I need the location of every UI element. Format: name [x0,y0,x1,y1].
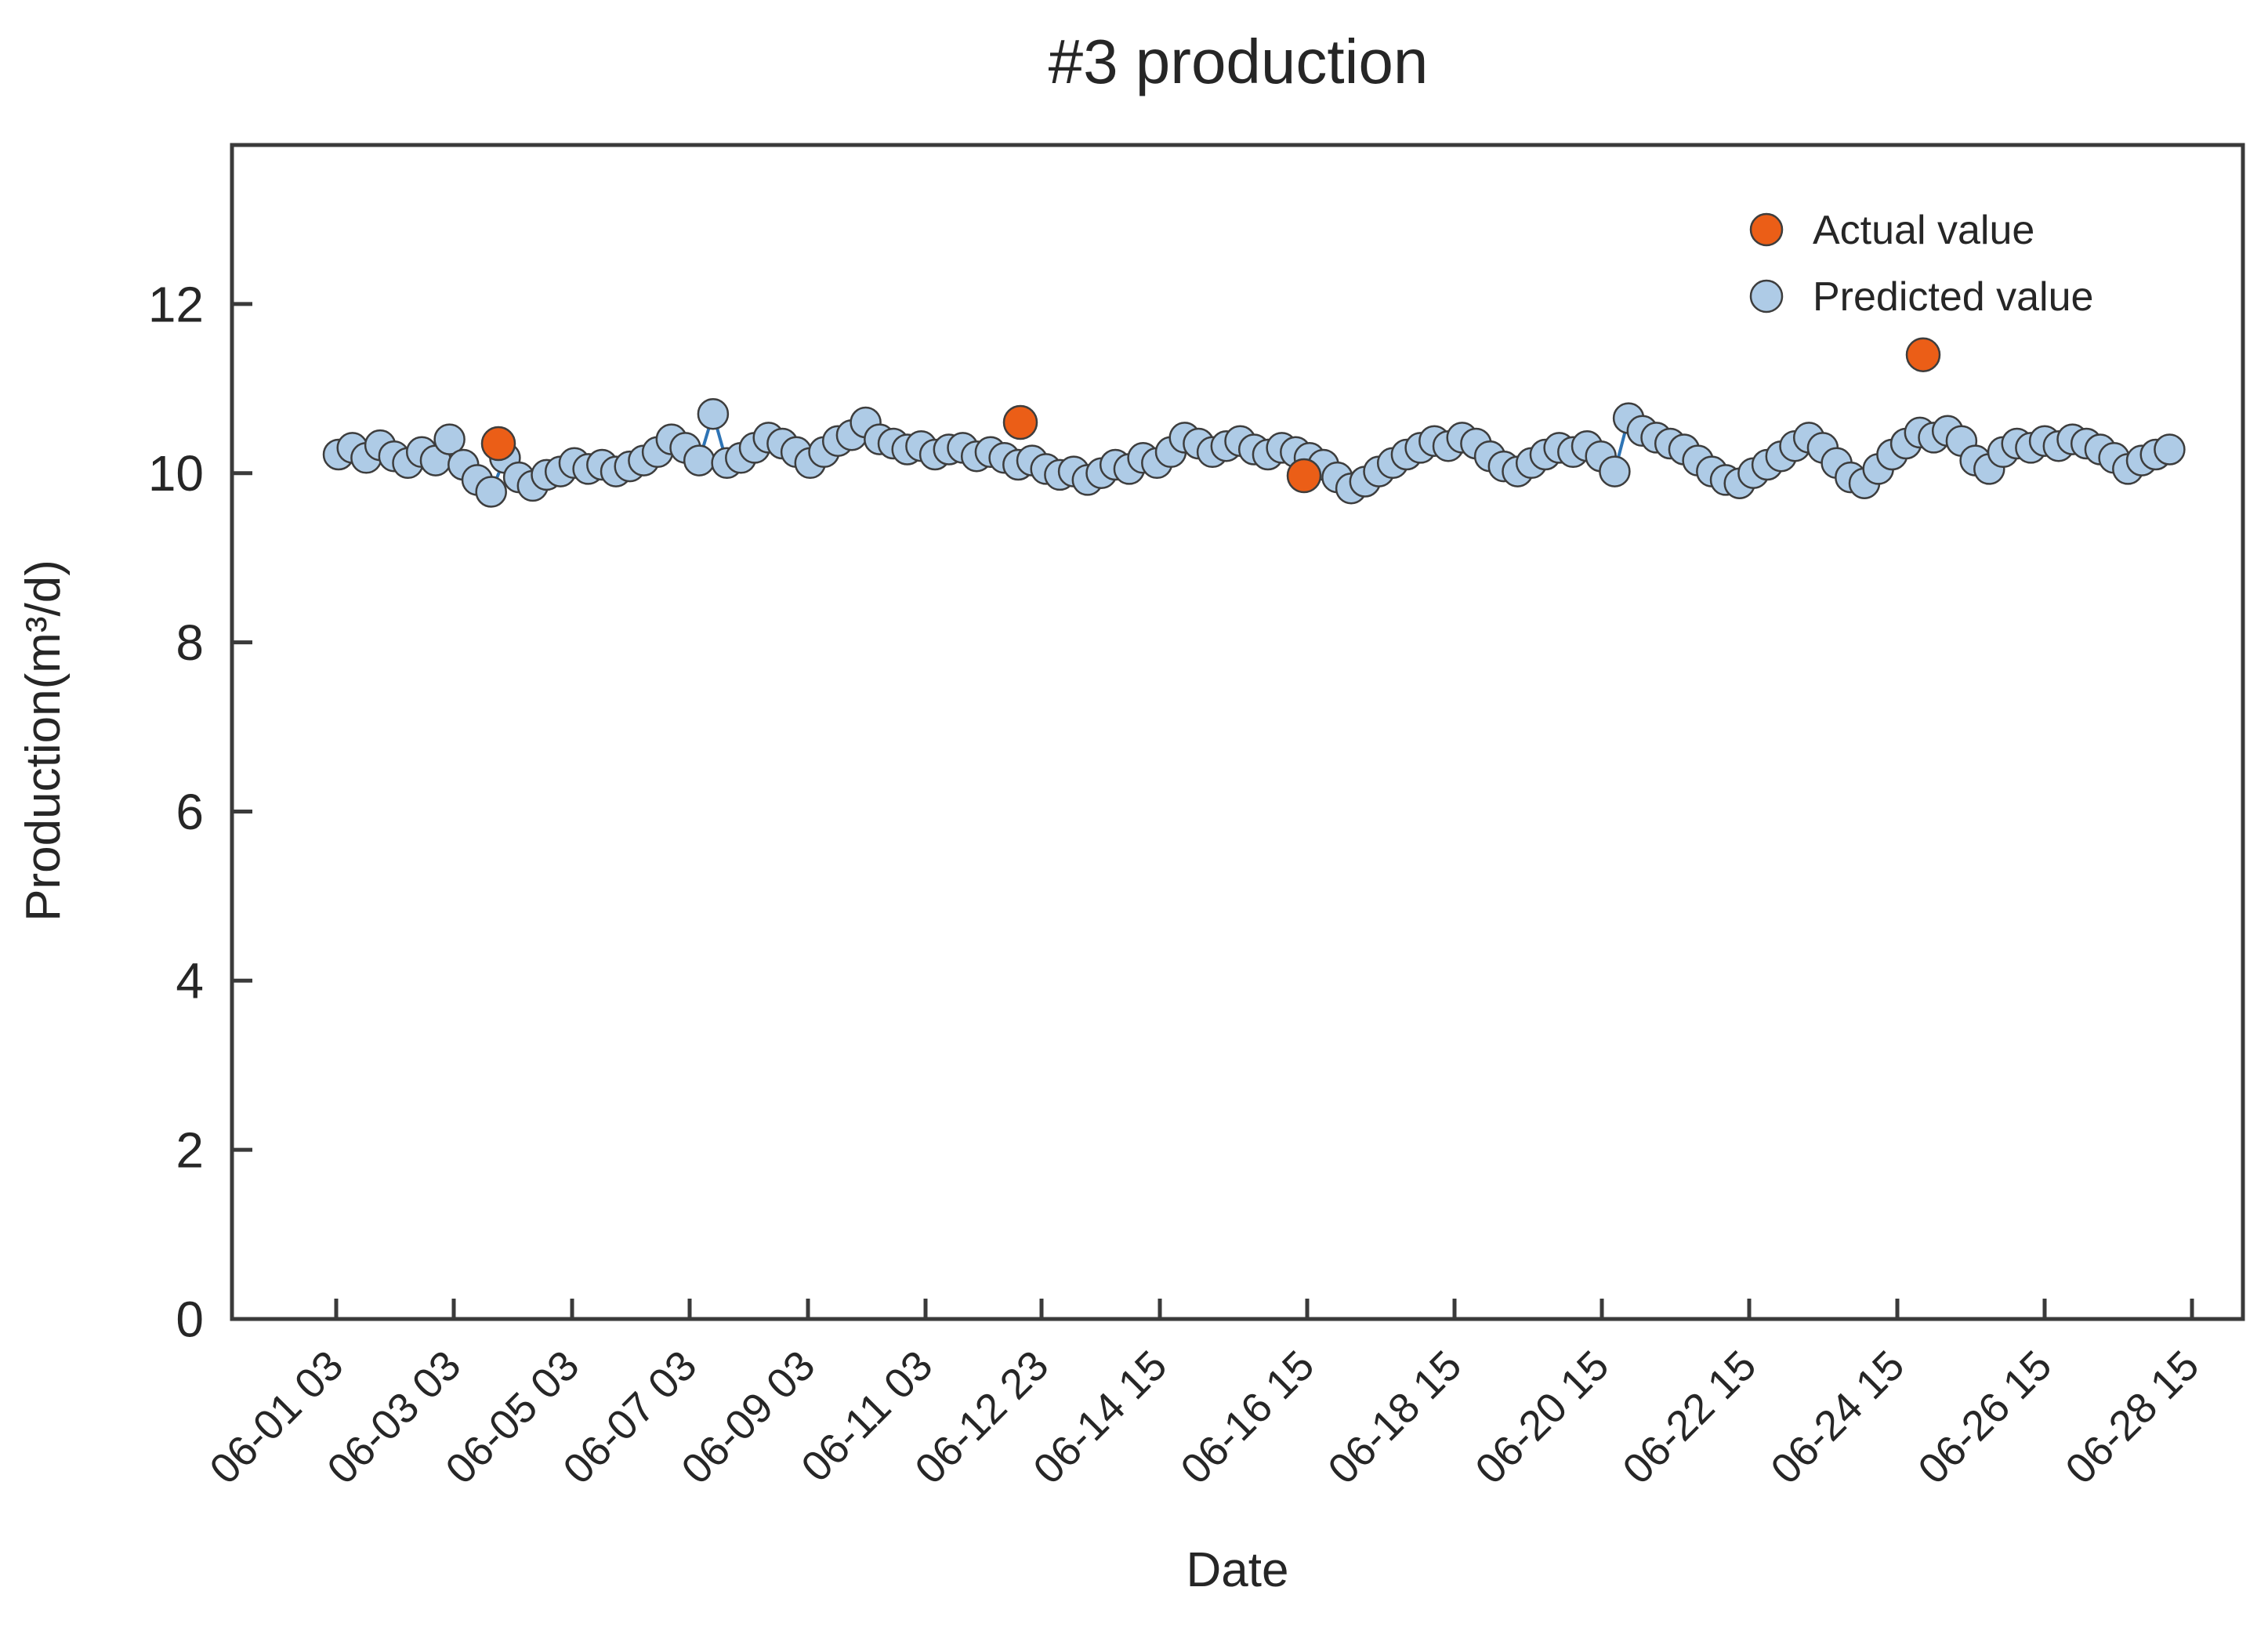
actual-point [1002,404,1038,440]
actual-series [480,337,1941,494]
y-tick-label: 12 [148,276,204,332]
predicted-point [1599,455,1631,487]
predicted-series [322,397,2186,508]
predicted-point [697,397,730,430]
legend: Actual value Predicted value [1749,208,2093,320]
y-axis-ticks: 0 2 4 6 8 10 12 [148,276,252,1347]
predicted-point [683,444,716,477]
x-tick-label: 06-26 15 [1909,1342,2060,1493]
predicted-point [433,423,466,455]
y-tick-label: 2 [176,1122,204,1179]
chart-title: #3 production [1049,27,1429,96]
y-tick-label: 10 [148,445,204,502]
y-axis-label: Production(m³/d) [16,560,71,922]
x-tick-label: 06-22 15 [1614,1342,1765,1493]
actual-point [480,426,516,462]
predicted-point [475,476,507,508]
x-axis-label: Date [1187,1543,1289,1597]
y-tick-label: 0 [176,1291,204,1347]
x-tick-label: 06-24 15 [1762,1342,1913,1493]
legend-predicted-swatch [1749,279,1784,313]
legend-actual-swatch [1749,212,1784,247]
y-tick-label: 6 [176,784,204,840]
x-tick-label: 06-28 15 [2056,1342,2208,1493]
x-tick-label: 06-18 15 [1319,1342,1470,1493]
x-tick-label: 06-20 15 [1466,1342,1618,1493]
predicted-point [2154,433,2186,466]
actual-point [1286,458,1322,494]
x-tick-label: 06-14 15 [1024,1342,1176,1493]
y-tick-label: 8 [176,614,204,671]
legend-predicted-label: Predicted value [1813,274,2093,320]
y-tick-label: 4 [176,953,204,1009]
actual-point [1905,337,1941,372]
x-tick-label: 06-09 03 [672,1342,824,1493]
axes [230,143,2245,1321]
x-tick-label: 06-16 15 [1172,1342,1323,1493]
plot-frame [230,143,2245,1321]
legend-actual-label: Actual value [1813,208,2034,253]
